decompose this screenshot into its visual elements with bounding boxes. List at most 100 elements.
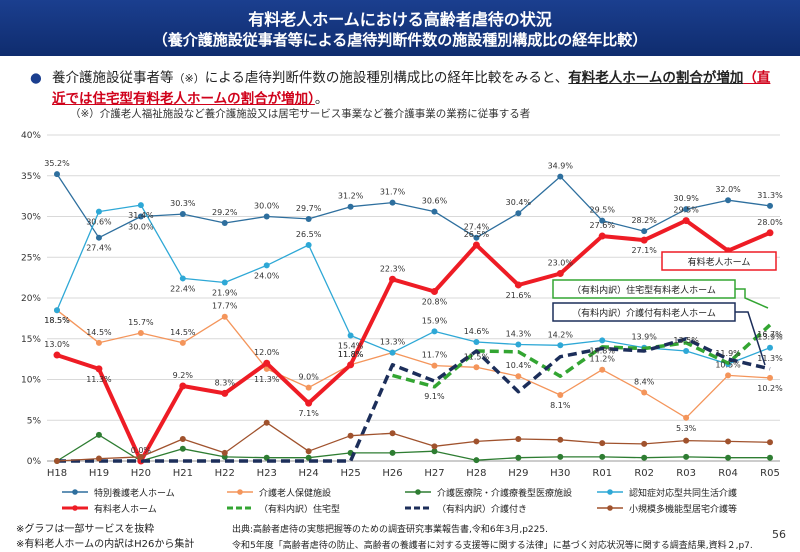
legend-marker-tokuyou [72,489,78,495]
data-point-yuryou [472,241,480,249]
data-point-yuryou [640,236,648,244]
legend-label-tokuyou: 特別養護老人ホーム [94,487,175,499]
header-banner: 有料老人ホームにおける高齢者虐待の状況 （養介護施設従事者等による虐待判断件数の… [0,0,800,56]
x-tick-label: H19 [89,468,109,479]
bullet-emphasis-red: （直近では住宅型有料老人ホームの割合が増加） [52,70,771,107]
data-label-group: 15.4% [338,341,364,350]
data-label-group: 14.3% [506,329,532,338]
data-point-iryou [473,457,480,464]
data-label-tokuyou: 32.0% [715,185,741,194]
data-label-roken: 10.5% [715,360,741,369]
legend-label-yuryou: 有料老人ホーム [94,503,157,515]
bullet-emphasis: 有料老人ホームの割合が増加 [568,70,744,86]
y-tick-label: 35% [21,172,41,182]
summary-bullet: ● 養介護施設従事者等（※）による虐待判断件数の施設種別構成比の経年比較をみると… [30,68,780,110]
data-label-tokuyou: 30.0% [128,223,154,232]
data-point-roken [221,313,228,320]
x-tick-label: R02 [634,468,654,479]
data-label-roken: 11.2% [590,355,616,364]
data-point-yuryou [556,270,564,278]
data-label-group: 18.5% [44,316,70,325]
data-label-yuryou: 21.6% [506,291,532,300]
data-label-tokuyou: 29.7% [296,204,322,213]
data-point-shoki [389,430,396,437]
data-label-yuryou: 9.2% [173,371,194,380]
data-point-group [473,339,480,346]
data-point-yuryou [179,382,187,390]
data-point-yuryou [305,399,313,407]
data-label-tokuyou: 27.4% [86,244,112,253]
callout-label-yuryou: 有料老人ホーム [688,256,751,268]
data-label-group: 15.9% [422,316,448,325]
data-label-yuryou: 11.8% [338,350,364,359]
data-point-tokuyou [137,213,144,220]
data-label-yuryou: 26.5% [464,230,490,239]
data-point-shoki [431,443,438,450]
data-label-group: 31.4% [128,211,154,220]
data-label-tokuyou: 30.3% [170,199,196,208]
line-chart: 0% 5% 10% 15% 20% 25% 30% 35% 40% H18 H19 H20 H21 H22… [21,131,783,515]
data-label-roken: 14.5% [170,328,196,337]
data-point-roken [641,389,648,396]
data-point-iryou [767,454,773,461]
data-label-roken: 10.2% [757,384,783,393]
data-point-group [137,202,144,209]
x-tick-label: H21 [173,468,193,479]
data-label-roken: 11.3% [254,375,280,384]
data-point-roken [179,339,186,346]
data-label-yuryou: 11.3% [86,375,112,384]
data-label-group: 13.9% [757,333,783,342]
data-label-yuryou: 0.0% [131,446,152,455]
data-point-iryou [389,449,396,456]
x-tick-label: R04 [718,468,738,479]
data-point-iryou [179,445,186,452]
data-point-yuryou [95,365,103,373]
data-point-tokuyou [515,210,522,217]
source-2: 令和5年度「高齢者虐待の防止、高齢者の養護者に対する支援等に関する法律」に基づく… [232,541,753,551]
data-point-roken [431,362,438,369]
data-point-roken [725,372,732,379]
data-point-shoki [54,458,60,464]
data-label-yuryou: 27.1% [631,246,657,255]
data-point-tokuyou [221,220,228,227]
data-point-group [305,242,312,249]
data-label-group: 30.6% [86,218,112,227]
data-point-yuryou [682,217,690,225]
data-point-yuryou [766,229,774,237]
data-label-yuryou: 7.1% [298,409,319,418]
bullet-note-mark: （※） [173,72,205,85]
bullet-dot-icon: ● [30,70,42,86]
y-tick-label: 25% [21,253,41,263]
y-tick-label: 10% [21,376,41,386]
x-tick-label: R01 [592,468,612,479]
data-label-group: 14.6% [464,327,490,336]
data-point-group [431,328,438,335]
data-label-roken: 13.3% [380,338,406,347]
series-line-kaigotsuki [57,337,771,463]
data-point-group [683,347,690,354]
data-label-roken: 10.4% [506,361,532,370]
data-point-group [599,337,606,344]
footer-note-1: ※グラフは一部サービスを抜粋 [16,524,155,535]
data-point-group [179,275,186,282]
data-label-group: 13.5% [673,336,699,345]
data-label-yuryou: 29.5% [673,206,699,215]
data-point-roken [305,384,312,391]
data-label-roken: 18.5% [44,316,70,325]
y-tick-label: 40% [21,131,41,141]
data-point-group [389,349,396,356]
data-point-shoki [641,440,648,447]
x-tick-label: H24 [299,468,319,479]
data-label-tokuyou: 30.9% [673,194,699,203]
data-point-roken [557,391,564,398]
data-label-group: 14.2% [548,330,574,339]
data-point-tokuyou [431,208,438,215]
data-point-yuryou [263,359,271,367]
data-point-tokuyou [725,197,732,204]
data-point-shoki [473,438,480,445]
y-tick-label: 30% [21,213,41,223]
data-point-iryou [599,453,606,460]
data-label-tokuyou: 27.4% [464,223,490,232]
data-label-tokuyou: 31.7% [380,188,406,197]
callout-label-jutaku: （有料内訳）住宅型有料老人ホーム [572,284,716,296]
